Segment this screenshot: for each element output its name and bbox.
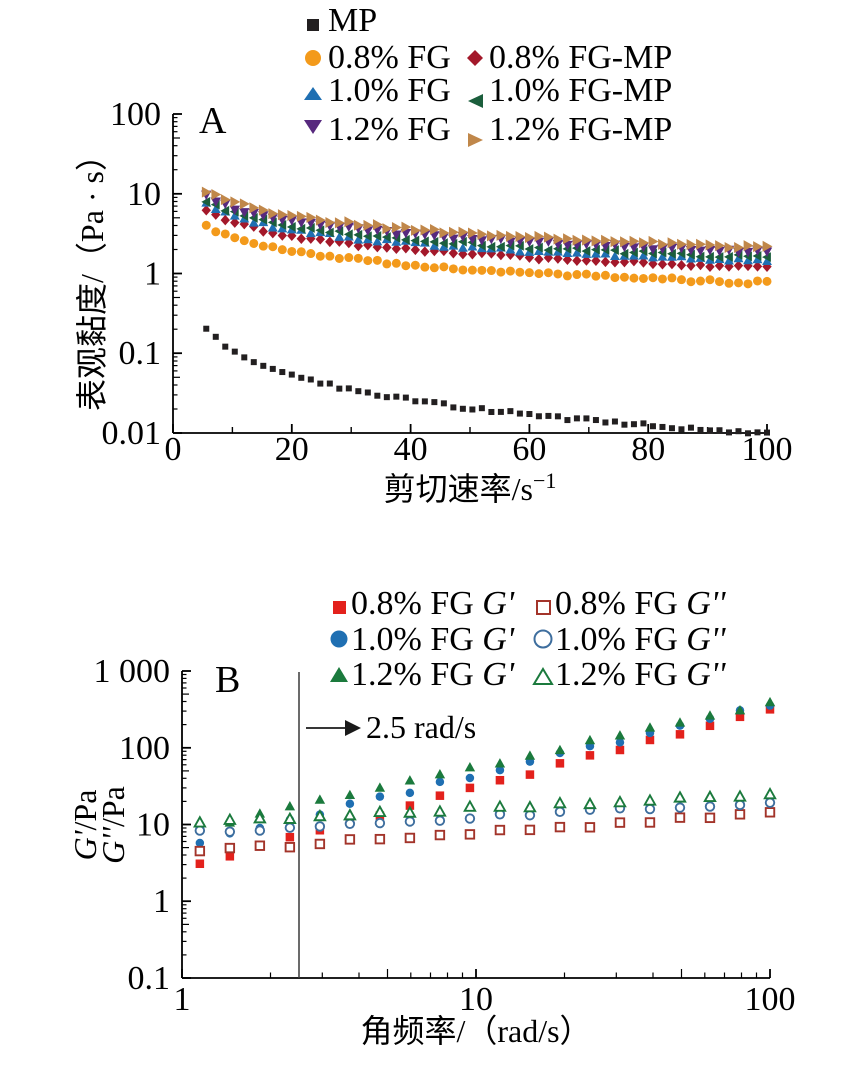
svg-text:80: 80 bbox=[631, 431, 665, 468]
svg-text:0.8% FG: 0.8% FG bbox=[328, 39, 451, 76]
svg-text:1 000: 1 000 bbox=[94, 653, 171, 690]
svg-text:0.8% FG G'': 0.8% FG G'' bbox=[555, 585, 726, 622]
svg-text:0: 0 bbox=[165, 431, 182, 468]
svg-text:100: 100 bbox=[745, 981, 796, 1018]
svg-text:1.0% FG: 1.0% FG bbox=[328, 72, 451, 109]
svg-text:100: 100 bbox=[119, 730, 170, 767]
svg-text:A: A bbox=[199, 100, 227, 142]
svg-text:1: 1 bbox=[153, 883, 170, 920]
svg-text:100: 100 bbox=[742, 431, 793, 468]
svg-text:1.0% FG-MP: 1.0% FG-MP bbox=[489, 72, 672, 109]
svg-text:60: 60 bbox=[512, 431, 546, 468]
svg-text:表观黏度/（Pa · s）: 表观黏度/（Pa · s） bbox=[74, 139, 110, 411]
svg-text:2.5 rad/s: 2.5 rad/s bbox=[366, 709, 476, 745]
svg-text:1: 1 bbox=[144, 256, 161, 293]
svg-text:1.2% FG G'': 1.2% FG G'' bbox=[555, 656, 726, 693]
svg-text:0.8% FG-MP: 0.8% FG-MP bbox=[489, 39, 672, 76]
svg-text:0.8% FG G': 0.8% FG G' bbox=[351, 585, 515, 622]
svg-text:100: 100 bbox=[110, 96, 161, 133]
svg-text:1.0% FG G': 1.0% FG G' bbox=[351, 621, 515, 658]
svg-text:G''/Pa: G''/Pa bbox=[95, 786, 131, 864]
svg-text:1.2% FG-MP: 1.2% FG-MP bbox=[489, 111, 672, 148]
svg-text:10: 10 bbox=[136, 807, 170, 844]
svg-text:B: B bbox=[215, 659, 240, 701]
svg-text:0.01: 0.01 bbox=[102, 415, 162, 452]
svg-text:40: 40 bbox=[394, 431, 428, 468]
svg-text:MP: MP bbox=[328, 2, 377, 39]
svg-text:0.1: 0.1 bbox=[128, 960, 171, 997]
svg-text:10: 10 bbox=[127, 176, 161, 213]
svg-text:1.2% FG: 1.2% FG bbox=[328, 111, 451, 148]
svg-text:1.0% FG G'': 1.0% FG G'' bbox=[555, 621, 726, 658]
svg-text:1: 1 bbox=[174, 981, 191, 1018]
svg-text:角频率/（rad/s）: 角频率/（rad/s） bbox=[360, 1013, 591, 1049]
svg-text:剪切速率/s−1: 剪切速率/s−1 bbox=[384, 468, 557, 508]
svg-text:20: 20 bbox=[275, 431, 309, 468]
svg-text:0.1: 0.1 bbox=[119, 335, 162, 372]
svg-text:1.2% FG G': 1.2% FG G' bbox=[351, 656, 515, 693]
